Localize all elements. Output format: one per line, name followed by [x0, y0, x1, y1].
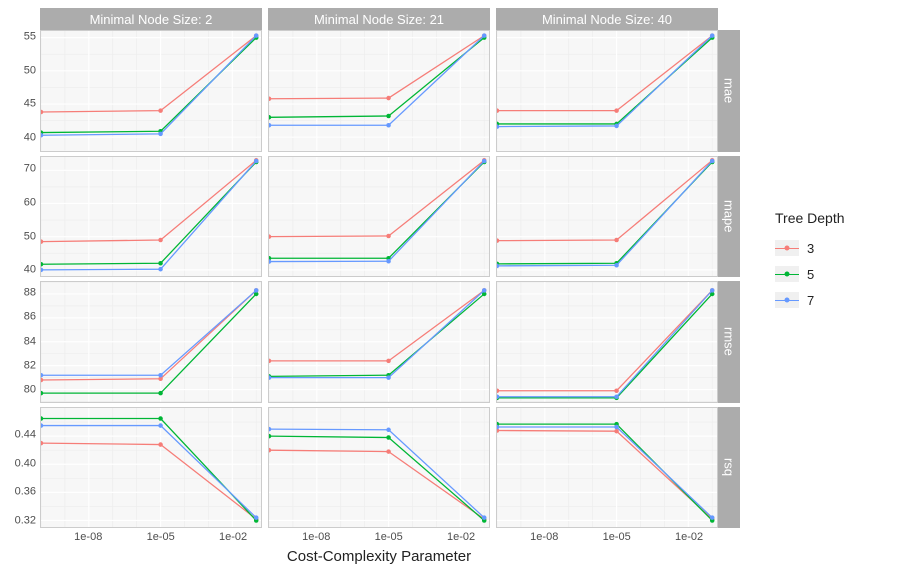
legend-title: Tree Depth — [775, 210, 885, 226]
x-axis: 1e-08 1e-05 1e-02 — [40, 528, 262, 548]
legend-item: 5 — [775, 266, 885, 282]
y-tick-label: 50 — [24, 231, 36, 242]
facet-panel — [496, 407, 718, 529]
y-tick-label: 45 — [24, 99, 36, 110]
facet-panel — [496, 30, 718, 152]
legend-label: 3 — [807, 241, 814, 256]
y-tick-label: 0.40 — [15, 458, 36, 469]
facet-panel — [496, 281, 718, 403]
y-tick-label: 0.44 — [15, 430, 36, 441]
row-strip: mae — [718, 30, 740, 152]
facet-panel — [40, 281, 262, 403]
facet-panel — [268, 30, 490, 152]
y-tick-label: 70 — [24, 164, 36, 175]
y-axis: 40 45 50 55 — [0, 30, 40, 152]
row-strip: rmse — [718, 281, 740, 403]
y-tick-label: 40 — [24, 265, 36, 276]
y-tick-label: 80 — [24, 385, 36, 396]
y-tick-label: 50 — [24, 65, 36, 76]
y-axis: 80 82 84 86 88 — [0, 281, 40, 403]
x-tick-label: 1e-02 — [447, 531, 475, 543]
facet-panel — [268, 156, 490, 278]
legend-item: 3 — [775, 240, 885, 256]
y-axis: 0.32 0.36 0.40 0.44 — [0, 407, 40, 529]
facet-panel — [40, 407, 262, 529]
y-axis: 40 50 60 70 — [0, 156, 40, 278]
plot-area: Minimal Node Size: 2 Minimal Node Size: 2… — [40, 8, 740, 528]
y-tick-label: 0.36 — [15, 487, 36, 498]
y-tick-label: 55 — [24, 31, 36, 42]
x-tick-label: 1e-05 — [375, 531, 403, 543]
legend-key — [775, 266, 799, 282]
y-tick-label: 0.32 — [15, 515, 36, 526]
y-tick-label: 40 — [24, 133, 36, 144]
legend-label: 5 — [807, 267, 814, 282]
y-tick-label: 88 — [24, 288, 36, 299]
x-axis-label: Cost-Complexity Parameter — [40, 548, 718, 565]
facet-panel — [496, 156, 718, 278]
x-axis: 1e-08 1e-05 1e-02 — [268, 528, 490, 548]
x-axis: 1e-08 1e-05 1e-02 — [496, 528, 718, 548]
x-tick-label: 1e-05 — [147, 531, 175, 543]
facet-panel — [268, 281, 490, 403]
facet-panel — [40, 30, 262, 152]
legend-label: 7 — [807, 293, 814, 308]
x-tick-label: 1e-02 — [675, 531, 703, 543]
col-strip: Minimal Node Size: 2 — [40, 8, 262, 30]
legend-item: 7 — [775, 292, 885, 308]
facet-panel — [40, 156, 262, 278]
col-strip: Minimal Node Size: 21 — [268, 8, 490, 30]
x-tick-label: 1e-08 — [530, 531, 558, 543]
x-tick-label: 1e-02 — [219, 531, 247, 543]
row-strip: rsq — [718, 407, 740, 529]
x-tick-label: 1e-05 — [603, 531, 631, 543]
y-tick-label: 86 — [24, 312, 36, 323]
row-strip: mape — [718, 156, 740, 278]
legend-key — [775, 240, 799, 256]
x-tick-label: 1e-08 — [302, 531, 330, 543]
y-tick-label: 82 — [24, 361, 36, 372]
col-strip: Minimal Node Size: 40 — [496, 8, 718, 30]
facet-panel — [268, 407, 490, 529]
y-tick-label: 60 — [24, 197, 36, 208]
legend-key — [775, 292, 799, 308]
y-tick-label: 84 — [24, 336, 36, 347]
x-tick-label: 1e-08 — [74, 531, 102, 543]
legend: Tree Depth 3 5 7 — [775, 210, 885, 318]
